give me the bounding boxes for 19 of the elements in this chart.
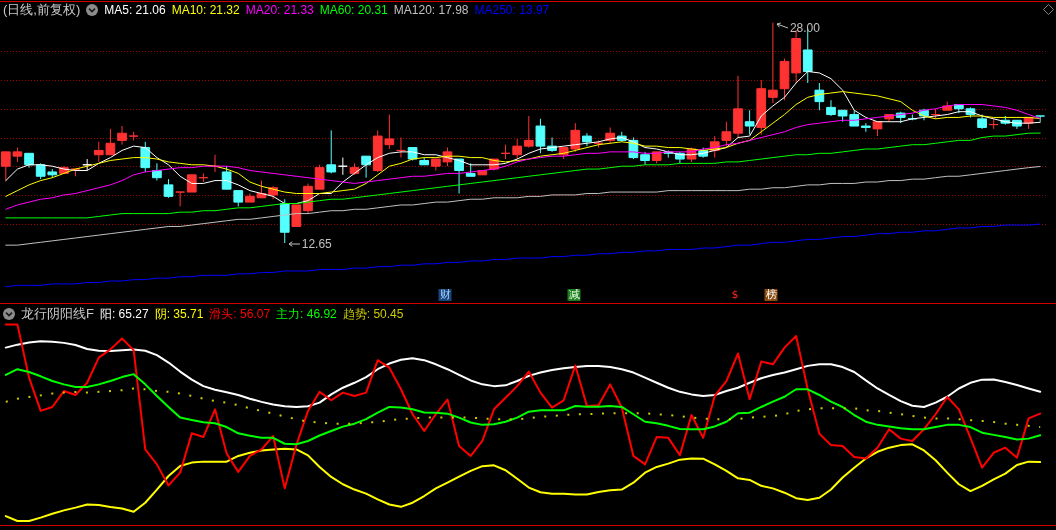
text: $: [730, 288, 740, 301]
text: 滑头: 56.07: [209, 307, 271, 321]
annotation: 12.65: [301, 237, 332, 251]
text: 减: [567, 288, 581, 301]
text: 趋势: 50.45: [342, 307, 404, 321]
text: 榜: [764, 288, 778, 301]
text: 主力: 46.92: [276, 307, 337, 321]
text: MA5: 21.06: [104, 3, 166, 17]
text: MA120: 17.98: [393, 3, 469, 17]
text: MA20: 21.33: [245, 3, 314, 17]
chart-title: 龙行阴阳线F: [21, 306, 94, 321]
chart-title: (日线,前复权): [3, 2, 81, 17]
text: 阴: 35.71: [154, 307, 204, 321]
text: MA250: 13.97: [474, 3, 550, 17]
text: 财: [438, 288, 452, 301]
text: 阳: 65.27: [99, 307, 149, 321]
text: MA10: 21.32: [171, 3, 240, 17]
text: MA60: 20.31: [319, 3, 388, 17]
annotation: 28.00: [789, 20, 820, 35]
